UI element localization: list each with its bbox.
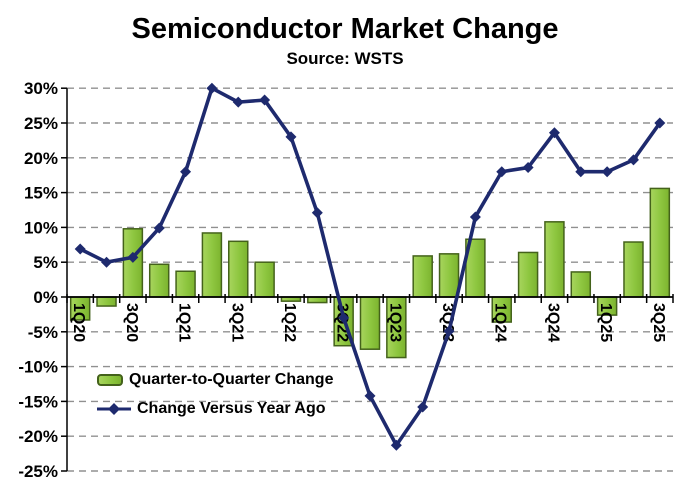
- chart-title: Semiconductor Market Change: [131, 13, 559, 45]
- bar: [412, 255, 433, 298]
- y-tick-label: 5%: [33, 253, 58, 272]
- x-tick-label: 1Q25: [597, 303, 614, 342]
- bar: [517, 251, 539, 298]
- x-tick-label: 3Q24: [544, 303, 561, 342]
- bar-series-swatch-icon: [97, 374, 123, 386]
- line-marker: [74, 243, 86, 255]
- line-marker: [390, 439, 402, 451]
- line-marker: [496, 166, 508, 178]
- x-tick-label: 1Q20: [70, 303, 87, 342]
- line-marker: [601, 166, 613, 178]
- bar: [148, 263, 170, 298]
- line-marker: [232, 96, 244, 108]
- y-tick-label: -25%: [18, 462, 58, 481]
- x-tick-label: 3Q22: [334, 303, 351, 342]
- bar: [570, 271, 592, 298]
- bar: [544, 221, 565, 298]
- bar: [201, 232, 223, 298]
- line-marker: [285, 131, 297, 143]
- bar: [122, 228, 144, 298]
- line-marker: [654, 117, 666, 129]
- x-tick-label: 1Q23: [386, 303, 403, 342]
- y-tick-label: 15%: [24, 184, 58, 203]
- y-tick-label: 0%: [33, 288, 58, 307]
- line-marker: [417, 401, 429, 413]
- x-tick-label: 1Q22: [281, 303, 298, 342]
- legend: Quarter-to-Quarter Change Change Versus …: [97, 371, 333, 418]
- line-marker: [127, 251, 139, 263]
- x-tick-label: 3Q25: [650, 303, 667, 342]
- y-tick-label: 20%: [24, 149, 58, 168]
- line-marker: [469, 211, 481, 223]
- line-marker: [338, 312, 350, 324]
- line-marker: [627, 154, 639, 166]
- line-series-marker-icon: [97, 403, 131, 415]
- bar: [254, 261, 275, 298]
- line-marker: [206, 82, 218, 94]
- bar: [438, 253, 460, 298]
- y-tick-label: 10%: [24, 218, 58, 237]
- y-tick-label: -10%: [18, 358, 58, 377]
- y-tick-label: 30%: [24, 79, 58, 98]
- legend-bars-label: Quarter-to-Quarter Change: [129, 371, 334, 388]
- bar: [96, 296, 117, 307]
- line-marker: [311, 207, 323, 219]
- legend-line-label: Change Versus Year Ago: [137, 400, 326, 417]
- line-marker: [522, 162, 534, 174]
- line-marker: [575, 166, 587, 178]
- legend-item-bars: Quarter-to-Quarter Change: [97, 371, 333, 389]
- line-marker: [153, 222, 165, 234]
- bar: [649, 187, 671, 298]
- bar: [175, 270, 196, 298]
- line-marker: [548, 127, 560, 139]
- line-marker: [259, 94, 271, 106]
- x-tick-label: 1Q21: [176, 303, 193, 342]
- bar: [359, 296, 381, 350]
- line-marker: [101, 256, 113, 268]
- x-tick-label: 1Q24: [492, 303, 509, 342]
- x-tick-label: 3Q21: [228, 303, 245, 342]
- chart-subtitle: Source: WSTS: [286, 49, 404, 68]
- x-tick-label: 3Q20: [123, 303, 140, 342]
- line-marker: [180, 166, 192, 178]
- y-tick-label: -5%: [28, 323, 58, 342]
- bar: [623, 241, 644, 298]
- y-tick-label: 25%: [24, 114, 58, 133]
- y-tick-label: -15%: [18, 392, 58, 411]
- line-marker: [443, 325, 455, 337]
- legend-item-line: Change Versus Year Ago: [97, 400, 333, 418]
- line-marker: [364, 390, 376, 402]
- bar: [228, 240, 249, 298]
- y-tick-label: -20%: [18, 427, 58, 446]
